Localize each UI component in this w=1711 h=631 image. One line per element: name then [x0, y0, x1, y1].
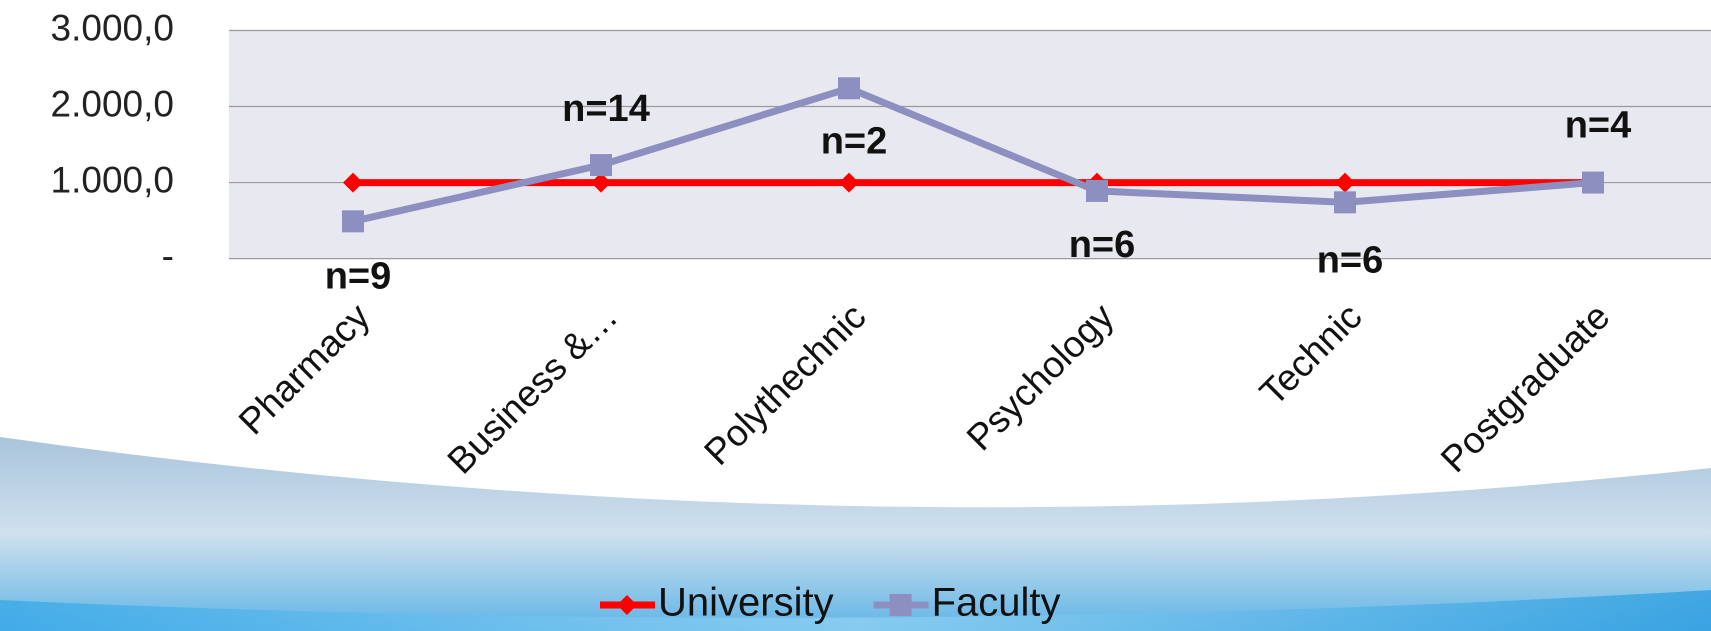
x-tick-label: Polythechnic — [696, 296, 873, 473]
diamond-marker — [343, 172, 363, 193]
square-marker — [1086, 179, 1108, 202]
square-marker — [838, 77, 860, 100]
square-marker — [590, 154, 612, 177]
x-tick-label: Pharmacy — [231, 295, 378, 442]
x-tick-label: Psychology — [959, 295, 1122, 458]
legend-label: Faculty — [932, 581, 1061, 625]
diamond-marker — [591, 172, 611, 193]
square-marker — [1582, 171, 1604, 194]
background-wave — [0, 437, 1711, 631]
diamond-marker — [839, 172, 859, 193]
annotation: n=14 — [562, 88, 650, 130]
legend-label: University — [658, 581, 834, 625]
square-marker — [342, 210, 364, 233]
legend-marker — [617, 595, 637, 615]
y-tick-label: 2.000,0 — [51, 83, 174, 124]
y-tick-label: 1.000,0 — [51, 159, 174, 200]
y-tick-label: 3.000,0 — [51, 7, 174, 48]
annotation: n=2 — [821, 120, 888, 162]
annotation: n=9 — [325, 255, 392, 297]
x-tick-label: Technic — [1252, 296, 1370, 414]
background-band — [0, 590, 1711, 631]
x-tick-label: Postgraduate — [1433, 296, 1618, 481]
annotation: n=6 — [1069, 224, 1136, 266]
diamond-marker — [1335, 172, 1355, 193]
annotation: n=6 — [1317, 239, 1384, 281]
square-marker — [1334, 191, 1356, 214]
plot-area — [229, 30, 1711, 259]
series-line — [352, 84, 1594, 225]
x-tick-label: Business &… — [440, 296, 626, 482]
y-tick-label: - — [162, 235, 174, 276]
legend-marker — [889, 594, 912, 616]
annotation: n=4 — [1565, 105, 1632, 147]
